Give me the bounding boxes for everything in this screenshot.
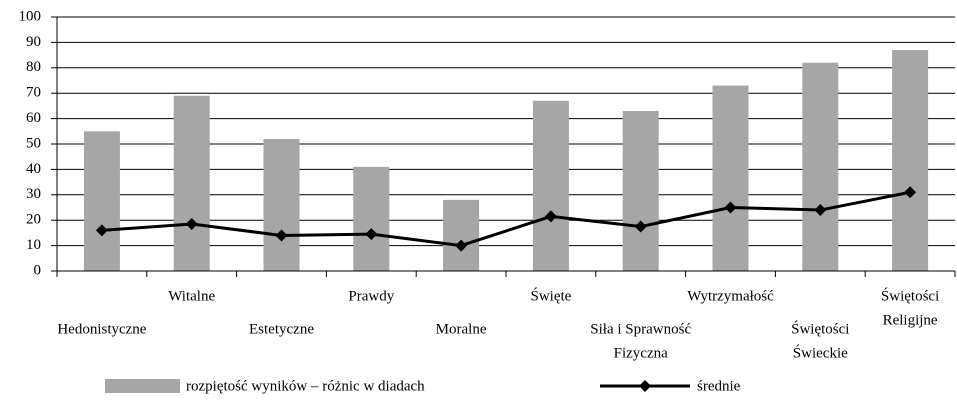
bar — [712, 85, 749, 271]
marker — [634, 220, 647, 233]
y-tick-label: 80 — [26, 59, 41, 75]
legend-label: średnie — [697, 378, 741, 394]
bar — [353, 166, 390, 271]
y-tick-label: 50 — [26, 135, 41, 151]
x-tick-label: Prawdy — [348, 288, 394, 304]
x-tick-label: Witalne — [168, 288, 215, 304]
bar — [622, 110, 659, 271]
x-tick-label: Moralne — [436, 321, 487, 337]
marker — [544, 210, 557, 223]
bar — [532, 100, 569, 271]
marker — [455, 239, 468, 252]
y-tick-label: 0 — [34, 262, 42, 278]
y-tick-label: 90 — [26, 34, 41, 50]
y-tick-label: 60 — [26, 110, 41, 126]
legend-marker — [639, 380, 651, 392]
x-tick-label: Siła i Sprawność — [590, 321, 691, 337]
y-tick-label: 10 — [26, 237, 41, 253]
legend-swatch — [105, 379, 180, 393]
bar — [173, 95, 210, 272]
bar — [263, 138, 300, 271]
x-tick-label: Wytrzymałość — [687, 288, 774, 304]
marker — [275, 229, 288, 242]
y-tick-label: 40 — [26, 161, 41, 177]
marker — [814, 204, 827, 217]
line — [101, 190, 911, 248]
y-tick-label: 100 — [19, 8, 42, 24]
marker — [904, 186, 917, 199]
marker — [724, 201, 737, 214]
bar — [443, 199, 480, 271]
legend-label: rozpiętość wyników – różnic w diadach — [186, 378, 425, 394]
x-tick-label: Estetyczne — [249, 321, 314, 337]
x-tick-label: Świętości — [881, 287, 939, 304]
bar — [892, 50, 929, 271]
marker — [95, 224, 108, 237]
x-tick-label: Święte — [530, 287, 571, 304]
x-tick-label: Fizyczna — [614, 345, 668, 361]
bar — [802, 62, 839, 271]
y-tick-label: 20 — [26, 212, 41, 228]
x-tick-label: Świętości — [791, 320, 849, 337]
y-tick-label: 70 — [26, 85, 41, 101]
bar — [83, 131, 120, 271]
x-tick-label: Religijne — [883, 312, 938, 328]
x-tick-label: Hedonistyczne — [57, 321, 146, 337]
marker — [185, 218, 198, 231]
marker — [365, 228, 378, 241]
y-tick-label: 30 — [26, 186, 41, 202]
x-tick-label: Świeckie — [793, 344, 848, 361]
